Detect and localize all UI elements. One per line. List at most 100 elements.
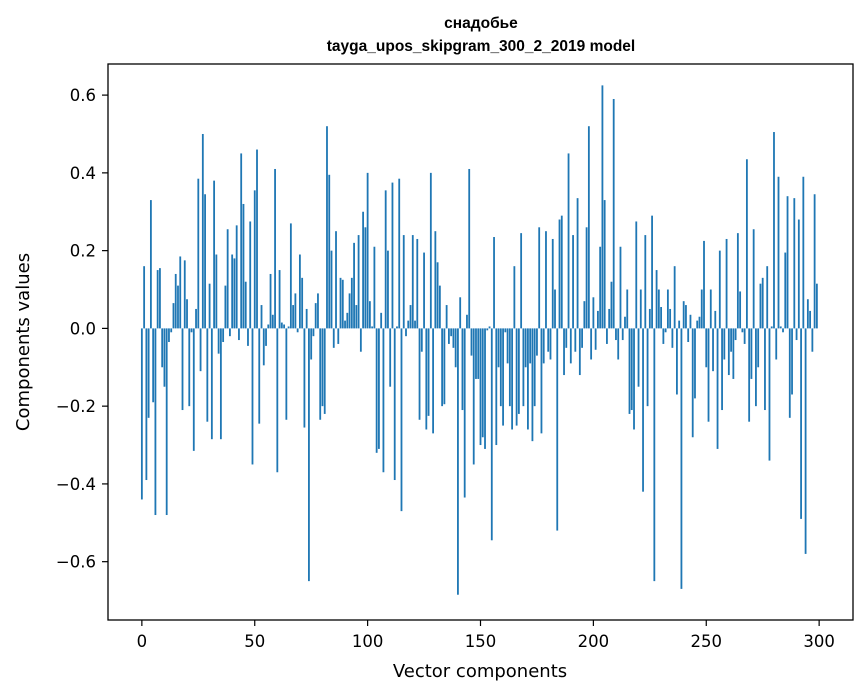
bar bbox=[463, 328, 466, 498]
bar bbox=[587, 126, 590, 329]
bar bbox=[655, 270, 658, 329]
bar bbox=[213, 180, 216, 329]
bar bbox=[447, 328, 450, 344]
bar bbox=[303, 328, 306, 428]
bar bbox=[450, 328, 453, 337]
bar bbox=[192, 328, 195, 451]
bar bbox=[461, 328, 464, 411]
bar bbox=[323, 328, 326, 414]
bar bbox=[445, 305, 448, 329]
bar bbox=[685, 305, 687, 329]
bar bbox=[538, 227, 541, 329]
bar bbox=[484, 328, 486, 449]
bar bbox=[310, 328, 313, 360]
bar bbox=[366, 172, 369, 329]
x-tick-label: 0 bbox=[137, 632, 148, 651]
bar bbox=[517, 328, 520, 414]
bar bbox=[739, 291, 742, 329]
bar bbox=[549, 328, 552, 360]
bar bbox=[596, 310, 599, 329]
bar bbox=[806, 299, 809, 329]
bar bbox=[229, 328, 231, 337]
bar bbox=[314, 303, 317, 329]
bar bbox=[581, 328, 583, 348]
bar bbox=[204, 194, 206, 329]
bar bbox=[743, 328, 746, 344]
bar bbox=[416, 238, 419, 329]
bar bbox=[689, 314, 692, 329]
bar bbox=[542, 328, 545, 364]
bar bbox=[233, 258, 236, 329]
bar bbox=[344, 320, 346, 329]
bar bbox=[364, 227, 367, 329]
bar bbox=[190, 328, 193, 333]
bar bbox=[495, 328, 498, 446]
bar bbox=[475, 328, 477, 379]
bar bbox=[384, 190, 387, 329]
bar bbox=[680, 328, 683, 589]
bar bbox=[292, 305, 295, 329]
bar bbox=[572, 235, 574, 329]
bar bbox=[242, 203, 245, 329]
bar bbox=[201, 133, 204, 329]
bar bbox=[332, 328, 335, 348]
bar bbox=[594, 328, 597, 350]
x-tick-label: 150 bbox=[465, 632, 497, 651]
bar bbox=[603, 200, 606, 329]
bar bbox=[249, 221, 252, 329]
bar bbox=[479, 328, 482, 446]
bar bbox=[761, 277, 764, 329]
bar-series bbox=[140, 85, 818, 595]
bar bbox=[371, 326, 374, 329]
bar bbox=[590, 328, 593, 360]
bar bbox=[563, 328, 565, 376]
bar bbox=[235, 225, 238, 329]
bar bbox=[813, 194, 816, 329]
bar bbox=[707, 328, 710, 422]
bar bbox=[407, 320, 410, 329]
bar bbox=[502, 328, 504, 426]
x-tick-label: 200 bbox=[578, 632, 610, 651]
x-tick-label: 50 bbox=[244, 632, 265, 651]
bar bbox=[269, 273, 272, 329]
bar bbox=[725, 238, 728, 329]
bar bbox=[477, 328, 480, 379]
bar bbox=[768, 328, 771, 461]
bar bbox=[226, 229, 229, 329]
bar bbox=[339, 277, 342, 329]
bar bbox=[662, 328, 665, 344]
bar bbox=[712, 328, 714, 372]
bar bbox=[545, 231, 547, 329]
bar bbox=[585, 227, 588, 329]
bar bbox=[441, 328, 444, 407]
bar bbox=[418, 328, 421, 420]
plot-frame bbox=[107, 63, 854, 621]
bar bbox=[362, 211, 365, 329]
bar bbox=[147, 328, 150, 418]
bar bbox=[156, 270, 159, 329]
bar bbox=[285, 328, 288, 420]
bar bbox=[219, 328, 222, 440]
bar bbox=[224, 285, 227, 329]
x-axis-label: Vector components bbox=[393, 661, 567, 682]
bar bbox=[210, 328, 213, 440]
bar bbox=[486, 328, 489, 331]
bar bbox=[208, 283, 211, 329]
x-tick-label: 100 bbox=[352, 632, 384, 651]
bar bbox=[312, 328, 315, 337]
bar bbox=[795, 328, 798, 341]
y-tick-label: 0.0 bbox=[70, 319, 96, 338]
bar bbox=[174, 273, 177, 329]
bar bbox=[283, 324, 285, 329]
bar bbox=[621, 328, 624, 341]
bar bbox=[493, 237, 495, 329]
bar bbox=[181, 328, 184, 411]
bar bbox=[811, 328, 814, 352]
bar bbox=[256, 149, 258, 329]
bar bbox=[671, 328, 674, 348]
bar bbox=[368, 301, 371, 329]
bar bbox=[608, 308, 611, 329]
bar bbox=[459, 297, 462, 329]
bar bbox=[253, 190, 256, 329]
